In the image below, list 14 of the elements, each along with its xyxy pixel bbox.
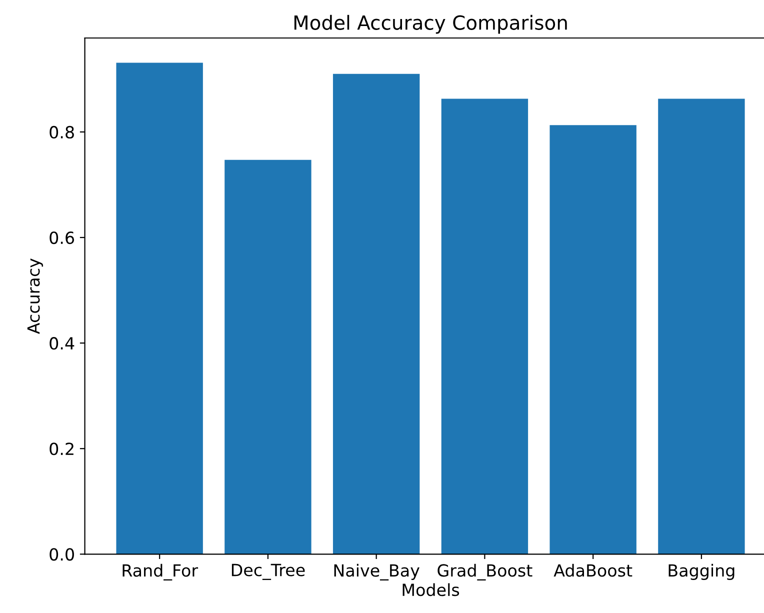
y-axis-title: Accuracy	[27, 258, 44, 334]
y-tick-label: 0.4	[50, 337, 74, 350]
x-tick-label: Dec_Tree	[232, 564, 305, 580]
y-tick-label: 0.6	[50, 231, 74, 244]
x-tick-label: Bagging	[668, 564, 734, 580]
x-tick-label: Rand_For	[122, 564, 198, 580]
chart-title: Model Accuracy Comparison	[294, 14, 567, 34]
y-tick-label: 0.8	[50, 126, 74, 139]
x-tick-label: Grad_Boost	[438, 564, 532, 580]
x-axis-title: Models	[402, 583, 460, 596]
y-tick-label: 0.2	[50, 442, 74, 456]
y-tick-label: 0.0	[50, 548, 74, 561]
x-tick-label: AdaBoost	[554, 564, 632, 577]
x-tick-label: Naive_Bay	[334, 564, 420, 580]
